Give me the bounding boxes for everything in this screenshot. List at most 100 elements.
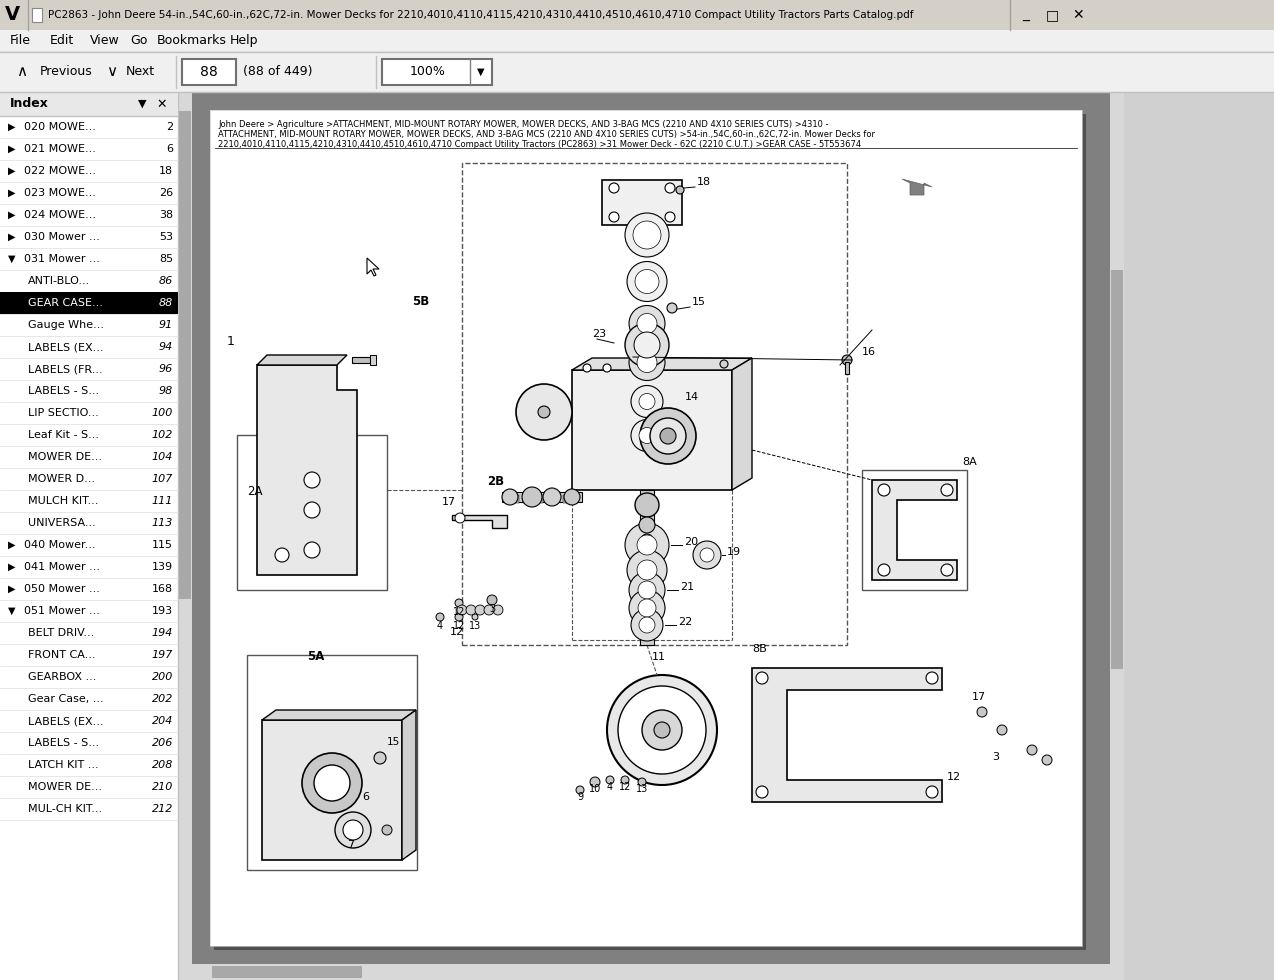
Text: 22: 22	[678, 617, 692, 627]
Circle shape	[640, 394, 655, 410]
Text: Index: Index	[10, 97, 48, 111]
Circle shape	[941, 484, 953, 496]
Text: FRONT CA...: FRONT CA...	[28, 650, 96, 660]
Text: ✕: ✕	[157, 97, 167, 111]
Text: □: □	[1046, 8, 1059, 22]
Circle shape	[275, 548, 289, 562]
Text: 86: 86	[159, 276, 173, 286]
Text: ▶: ▶	[8, 232, 15, 242]
Text: 100: 100	[152, 408, 173, 418]
Text: 96: 96	[159, 364, 173, 374]
Circle shape	[631, 419, 662, 452]
Circle shape	[627, 262, 668, 302]
Text: 1: 1	[227, 335, 234, 348]
Text: 4: 4	[437, 621, 443, 631]
Text: ▼: ▼	[8, 254, 15, 264]
Circle shape	[487, 595, 497, 605]
Text: 98: 98	[159, 386, 173, 396]
Text: 031 Mower ...: 031 Mower ...	[24, 254, 99, 264]
Circle shape	[609, 183, 619, 193]
Polygon shape	[257, 365, 357, 575]
Circle shape	[878, 484, 891, 496]
Text: 94: 94	[159, 342, 173, 352]
Circle shape	[631, 385, 662, 417]
Text: ANTI-BLO...: ANTI-BLO...	[28, 276, 90, 286]
Bar	[515, 495, 519, 503]
Bar	[555, 495, 559, 503]
Polygon shape	[902, 179, 933, 195]
Text: 10: 10	[589, 784, 601, 794]
Text: 4: 4	[606, 782, 613, 792]
Circle shape	[654, 722, 670, 738]
Text: 18: 18	[159, 166, 173, 176]
Circle shape	[676, 186, 684, 194]
Text: 91: 91	[159, 320, 173, 330]
Bar	[32, 8, 42, 22]
Circle shape	[375, 752, 386, 764]
Bar	[539, 495, 543, 503]
Text: 38: 38	[159, 210, 173, 220]
Text: ▶: ▶	[8, 122, 15, 132]
Circle shape	[455, 613, 462, 621]
Text: (88 of 449): (88 of 449)	[243, 66, 312, 78]
Text: 3: 3	[489, 604, 496, 614]
Text: 100%: 100%	[410, 66, 446, 78]
Circle shape	[637, 560, 657, 580]
Bar	[192, 92, 1110, 980]
Text: _: _	[1023, 8, 1029, 22]
Text: 12: 12	[450, 627, 464, 637]
Text: 050 Mower ...: 050 Mower ...	[24, 584, 99, 594]
Bar	[262, 720, 403, 860]
Text: LABELS - S...: LABELS - S...	[28, 738, 99, 748]
Circle shape	[583, 364, 591, 372]
Circle shape	[629, 572, 665, 608]
Bar	[0, 52, 1274, 92]
Bar	[237, 435, 387, 590]
Text: 020 MOWE...: 020 MOWE...	[24, 122, 96, 132]
Bar	[603, 180, 682, 225]
Circle shape	[637, 353, 657, 372]
Circle shape	[304, 502, 320, 518]
Text: 14: 14	[685, 392, 699, 402]
FancyBboxPatch shape	[182, 59, 236, 85]
Text: 115: 115	[152, 540, 173, 550]
Circle shape	[665, 183, 675, 193]
Text: 024 MOWE...: 024 MOWE...	[24, 210, 96, 220]
Text: 212: 212	[152, 804, 173, 814]
Circle shape	[640, 427, 655, 444]
Text: 13: 13	[636, 784, 648, 794]
Circle shape	[637, 314, 657, 333]
Circle shape	[755, 786, 768, 798]
Text: 022 MOWE...: 022 MOWE...	[24, 166, 96, 176]
Polygon shape	[752, 668, 941, 802]
Bar	[352, 357, 369, 363]
Polygon shape	[257, 355, 347, 365]
Text: Gear Case, ...: Gear Case, ...	[28, 694, 103, 704]
Circle shape	[1042, 755, 1052, 765]
Text: 12: 12	[947, 772, 961, 782]
Circle shape	[502, 489, 519, 505]
Text: 102: 102	[152, 430, 173, 440]
Circle shape	[538, 406, 550, 418]
Circle shape	[618, 686, 706, 774]
Circle shape	[471, 614, 478, 620]
Text: John Deere > Agriculture >ATTACHMENT, MID-MOUNT ROTARY MOWER, MOWER DECKS, AND 3: John Deere > Agriculture >ATTACHMENT, MI…	[218, 120, 828, 129]
Circle shape	[637, 535, 657, 555]
Circle shape	[633, 221, 661, 249]
Circle shape	[638, 581, 656, 599]
Text: 53: 53	[159, 232, 173, 242]
Circle shape	[436, 613, 445, 621]
Bar	[180, 111, 191, 599]
Bar	[1110, 0, 1274, 980]
Text: PC2863 - John Deere 54-in.,54C,60-in.,62C,72-in. Mower Decks for 2210,4010,4110,: PC2863 - John Deere 54-in.,54C,60-in.,62…	[48, 10, 913, 20]
Bar	[178, 92, 192, 980]
Text: 23: 23	[592, 329, 606, 339]
Text: 5A: 5A	[307, 650, 325, 663]
Text: BELT DRIV...: BELT DRIV...	[28, 628, 94, 638]
Circle shape	[660, 428, 676, 444]
Circle shape	[576, 786, 583, 794]
Bar	[640, 490, 654, 645]
Bar	[524, 495, 527, 503]
Circle shape	[941, 564, 953, 576]
Text: 26: 26	[159, 188, 173, 198]
